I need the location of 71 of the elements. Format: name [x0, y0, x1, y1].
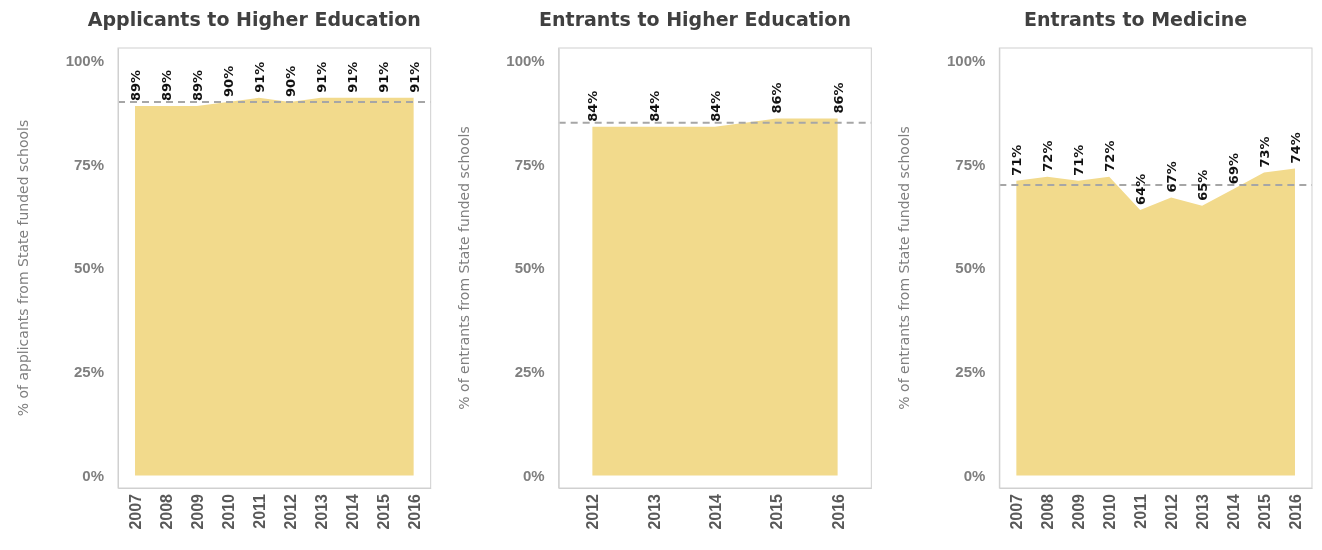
y-tick-label: 50% — [73, 259, 104, 277]
data-label: 89% — [158, 69, 174, 102]
data-label: 91% — [344, 61, 360, 93]
data-label: 67% — [1164, 161, 1180, 193]
data-label: 89% — [128, 69, 144, 102]
x-tick-label: 2014 — [707, 493, 725, 530]
data-label: 84% — [708, 90, 723, 122]
data-label: 71% — [1009, 144, 1025, 176]
data-label: 90% — [220, 65, 236, 97]
data-label: 74% — [1287, 132, 1303, 164]
x-tick-label: 2013 — [1194, 493, 1212, 530]
y-tick-label: 0% — [522, 466, 545, 484]
data-label: 91% — [251, 61, 267, 93]
data-label: 91% — [375, 61, 391, 93]
x-tick-label: 2011 — [250, 493, 268, 529]
data-label: 64% — [1133, 173, 1149, 205]
data-label: 89% — [189, 69, 205, 102]
y-tick-label: 100% — [506, 51, 545, 69]
y-tick-label: 50% — [514, 259, 545, 277]
chart-title: Applicants to Higher Education — [87, 8, 421, 30]
data-label: 90% — [282, 65, 298, 97]
x-tick-label: 2010 — [1101, 493, 1119, 530]
y-axis-title: % of entrants from State funded schools — [896, 126, 913, 410]
x-tick-label: 2012 — [281, 493, 299, 530]
x-tick-label: 2016 — [829, 493, 847, 530]
y-axis-title: % of applicants from State funded schools — [15, 119, 31, 417]
data-label: 71% — [1071, 144, 1087, 176]
data-label: 84% — [646, 90, 662, 122]
x-tick-label: 2009 — [189, 493, 207, 530]
y-tick-label: 50% — [955, 259, 986, 277]
x-tick-label: 2012 — [1163, 493, 1181, 530]
data-label: 69% — [1226, 153, 1242, 185]
data-label: 73% — [1257, 136, 1273, 168]
x-tick-label: 2007 — [127, 493, 145, 530]
y-tick-label: 75% — [73, 155, 104, 173]
data-label: 91% — [406, 61, 422, 93]
x-tick-label: 2015 — [374, 493, 392, 530]
x-tick-label: 2015 — [768, 493, 786, 530]
x-tick-label: 2011 — [1132, 493, 1150, 529]
y-tick-label: 0% — [82, 466, 104, 484]
data-label: 72% — [1102, 140, 1118, 172]
y-tick-label: 100% — [946, 51, 986, 69]
y-tick-label: 0% — [963, 466, 986, 484]
x-tick-label: 2009 — [1070, 493, 1088, 530]
x-tick-label: 2016 — [405, 493, 423, 530]
x-tick-label: 2014 — [1225, 493, 1243, 530]
x-tick-label: 2016 — [1287, 493, 1305, 530]
data-label: 91% — [313, 61, 329, 93]
x-tick-label: 2012 — [584, 493, 602, 530]
y-tick-label: 100% — [65, 51, 104, 69]
y-axis-title: % of entrants from State funded schools — [455, 126, 472, 410]
x-tick-label: 2010 — [220, 493, 237, 530]
y-tick-label: 25% — [955, 363, 986, 381]
x-tick-label: 2008 — [158, 493, 176, 530]
x-tick-label: 2007 — [1008, 493, 1026, 530]
x-tick-label: 2013 — [312, 493, 330, 530]
y-tick-label: 25% — [73, 363, 104, 381]
x-tick-label: 2013 — [645, 493, 663, 530]
y-tick-label: 75% — [514, 155, 545, 173]
y-tick-label: 75% — [955, 155, 986, 173]
data-label: 84% — [585, 90, 601, 122]
data-label: 65% — [1195, 169, 1211, 201]
chart-title: Entrants to Medicine — [1024, 8, 1248, 30]
chart-title: Entrants to Higher Education — [539, 8, 851, 30]
x-tick-label: 2008 — [1039, 493, 1057, 530]
data-label: 72% — [1040, 140, 1056, 172]
x-tick-label: 2014 — [343, 493, 361, 530]
data-label: 86% — [830, 82, 846, 114]
x-tick-label: 2015 — [1256, 493, 1274, 530]
y-tick-label: 25% — [514, 363, 545, 381]
data-label: 86% — [769, 82, 785, 114]
